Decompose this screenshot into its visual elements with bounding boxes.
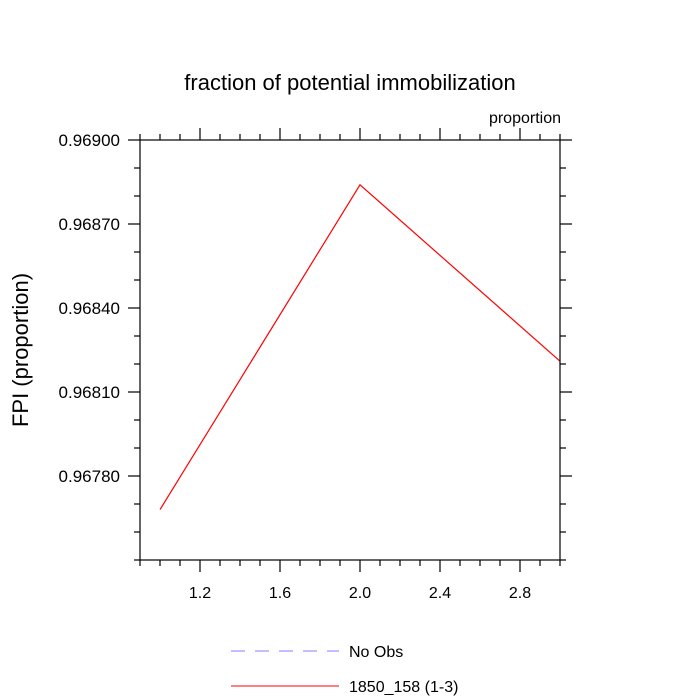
x-tick-label: 2.0 — [349, 585, 371, 602]
chart-title: fraction of potential immobilization — [184, 70, 515, 95]
x-tick-label: 2.4 — [429, 585, 451, 602]
axis-ticks — [128, 128, 572, 572]
x-tick-label: 1.6 — [269, 585, 291, 602]
legend-label-no-obs: No Obs — [349, 644, 403, 661]
y-tick-label: 0.96810 — [59, 383, 120, 402]
series-line-1850-158-1-3- — [159, 183, 561, 510]
legend-label-1850-158: 1850_158 (1-3) — [349, 679, 458, 696]
series-layer — [159, 183, 561, 510]
x-tick-label: 2.8 — [509, 585, 531, 602]
y-tick-label: 0.96900 — [59, 131, 120, 150]
plot-frame — [139, 139, 561, 561]
y-tick-label: 0.96840 — [59, 299, 120, 318]
y-tick-label: 0.96870 — [59, 215, 120, 234]
axis-tick-labels: 1.2 1.6 2.0 2.4 2.8 0.96780 0.96810 0.96840 0.96… — [59, 131, 532, 602]
y-axis-label: FPI (proportion) — [8, 273, 33, 427]
x-tick-label: 1.2 — [189, 585, 211, 602]
legend: No Obs 1850_158 (1-3) — [231, 644, 458, 696]
y-tick-label: 0.96780 — [59, 467, 120, 486]
units-label: proportion — [489, 110, 561, 127]
